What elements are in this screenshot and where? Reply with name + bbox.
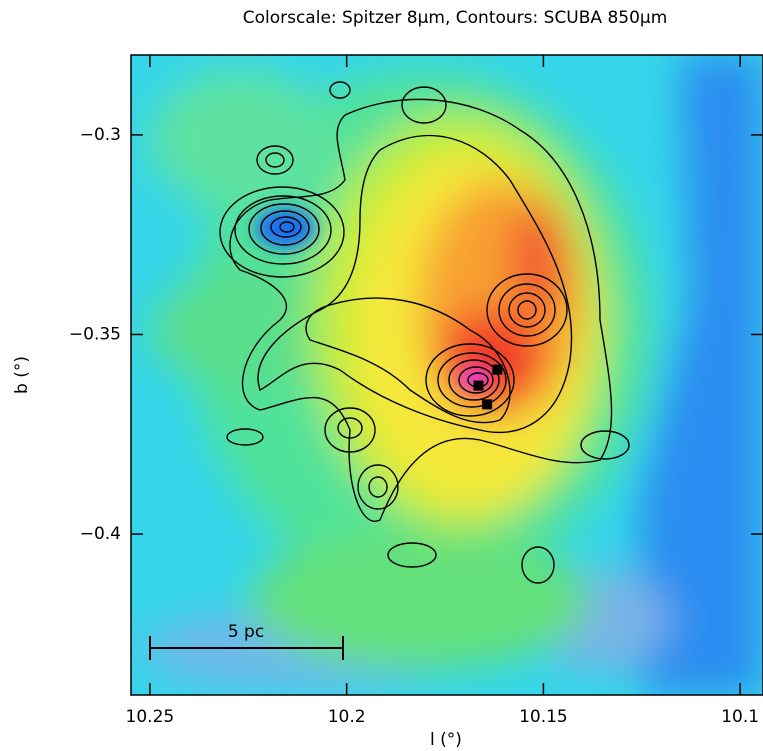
y-axis-label: b (°) — [12, 356, 32, 394]
x-tick-label: 10.25 — [126, 707, 175, 727]
y-tick-label: −0.3 — [80, 125, 121, 145]
y-tick-label: −0.4 — [80, 524, 121, 544]
contours — [219, 81, 630, 584]
y-tick-label: −0.35 — [69, 324, 121, 344]
scale-bar-label: 5 pc — [228, 622, 264, 642]
colorscale-image — [131, 55, 763, 695]
source-marker — [473, 380, 484, 391]
x-tick-label: 10.2 — [328, 707, 366, 727]
source-marker — [492, 364, 503, 375]
plot-frame — [130, 54, 763, 696]
chart-title: Colorscale: Spitzer 8μm, Contours: SCUBA… — [243, 8, 668, 28]
x-tick-label: 10.15 — [519, 707, 568, 727]
x-axis-label: l (°) — [430, 730, 462, 750]
source-marker — [482, 399, 493, 410]
x-tick-label: 10.1 — [721, 707, 759, 727]
scale-bar: 5 pc — [149, 622, 344, 660]
